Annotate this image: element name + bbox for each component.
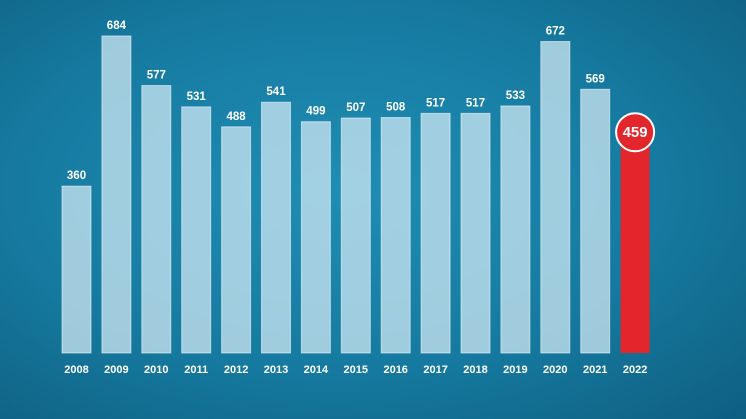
x-tick-label: 2015 — [344, 364, 368, 376]
x-tick-label: 2017 — [423, 364, 447, 376]
x-tick-label: 2013 — [264, 364, 288, 376]
bar-value-label: 672 — [546, 26, 565, 38]
x-tick-label: 2020 — [543, 364, 567, 376]
x-tick-label: 2011 — [184, 364, 208, 376]
chart-bar — [380, 117, 411, 354]
x-tick-label: 2021 — [583, 364, 607, 376]
bar-value-label: 569 — [586, 73, 605, 85]
highlight-bar — [620, 140, 650, 353]
bar-value-label: 684 — [107, 20, 127, 32]
chart-bar — [300, 121, 331, 354]
bar-value-label: 517 — [466, 97, 485, 109]
chart-bar — [61, 185, 92, 354]
x-tick-label: 2016 — [383, 364, 407, 376]
x-tick-label: 2008 — [64, 364, 88, 376]
x-tick-label: 2010 — [144, 364, 168, 376]
chart-bar — [500, 105, 531, 354]
chart-bar — [101, 35, 132, 354]
bar-value-label: 499 — [306, 106, 325, 118]
bar-value-label: 541 — [266, 86, 286, 98]
x-tick-label: 2012 — [224, 364, 248, 376]
bar-value-label: 507 — [346, 102, 365, 114]
bar-value-label: 517 — [426, 97, 445, 109]
chart-bar — [420, 112, 451, 354]
bar-value-label: 577 — [147, 70, 166, 82]
chart-bar — [261, 101, 291, 354]
chart-bar — [540, 41, 571, 354]
x-tick-label: 2022 — [623, 364, 647, 376]
bar-value-label: 531 — [187, 91, 207, 103]
x-tick-label: 2019 — [503, 364, 527, 376]
x-tick-label: 2018 — [463, 364, 487, 376]
bar-value-label: 360 — [67, 170, 86, 182]
highlight-value-badge — [615, 112, 656, 153]
chart-bar — [460, 112, 491, 354]
chart-bar — [181, 106, 212, 354]
x-tick-label: 2009 — [104, 364, 128, 376]
bar-value-label: 533 — [506, 90, 525, 102]
chart-bar — [580, 88, 611, 354]
chart-bar — [340, 117, 371, 354]
bar-value-label: 488 — [227, 111, 247, 123]
chart-bar — [221, 126, 252, 354]
x-tick-label: 2014 — [304, 364, 329, 376]
highlight-value-label: 459 — [623, 124, 648, 141]
bar-value-label: 508 — [386, 102, 406, 114]
chart-bar — [141, 85, 172, 354]
